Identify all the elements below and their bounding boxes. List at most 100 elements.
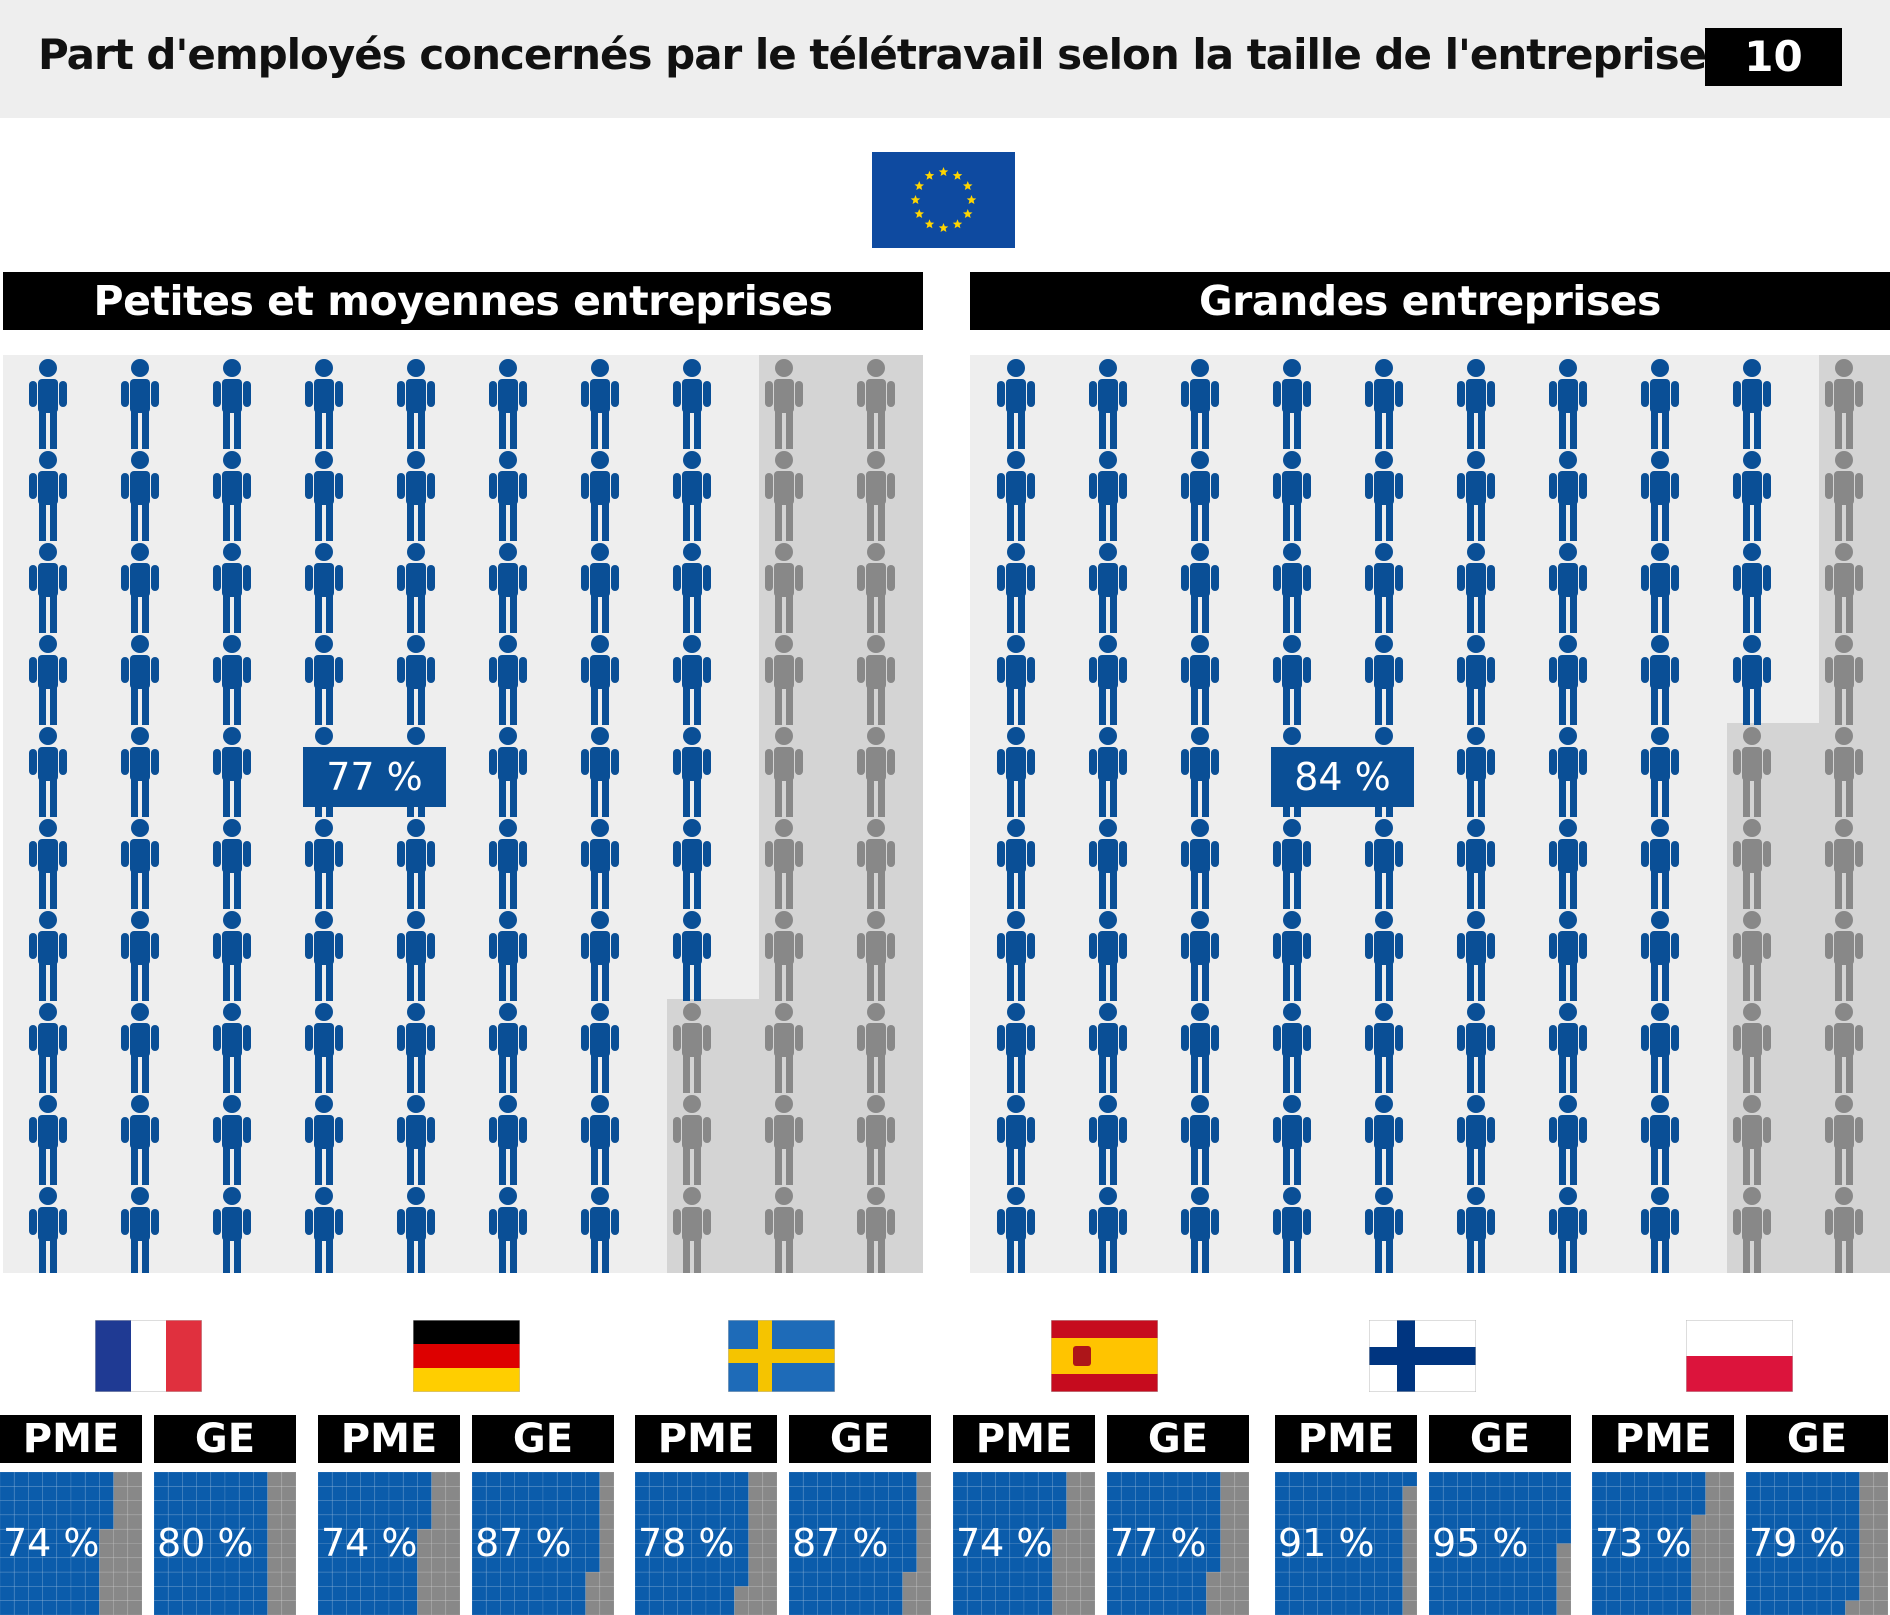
waffle-cell-blue xyxy=(1177,1600,1193,1615)
waffle-cell-blue xyxy=(888,1571,903,1587)
waffle-cell-blue xyxy=(542,1600,558,1615)
waffle-cell-blue xyxy=(953,1600,968,1615)
waffle-cell-gray xyxy=(1052,1557,1067,1573)
waffle-cell-blue xyxy=(734,1543,749,1559)
waffle-cell-blue xyxy=(789,1472,804,1487)
waffle-cell-blue xyxy=(734,1528,749,1544)
person-teleworker xyxy=(995,1001,1037,1095)
waffle-cell-blue xyxy=(224,1486,240,1501)
waffle-cell-blue xyxy=(1830,1571,1846,1587)
waffle-cell-blue xyxy=(388,1486,404,1501)
waffle-cell-blue xyxy=(1288,1586,1304,1602)
person-teleworker xyxy=(1731,357,1773,451)
waffle-cell-blue xyxy=(1317,1571,1333,1587)
waffle-cell-blue xyxy=(167,1586,183,1602)
person-non-teleworker xyxy=(1731,909,1773,1003)
person-teleworker xyxy=(1271,817,1313,911)
waffle-cell-blue xyxy=(1374,1500,1389,1516)
waffle-cell-blue xyxy=(1009,1486,1025,1501)
waffle-cell-gray xyxy=(1220,1500,1236,1516)
waffle-cell-blue xyxy=(360,1571,376,1587)
waffle-cell-gray xyxy=(762,1557,777,1573)
waffle-cell-blue xyxy=(1788,1472,1804,1487)
waffle-cell-blue xyxy=(663,1571,678,1587)
person-teleworker xyxy=(1455,449,1497,543)
waffle-cell-blue xyxy=(1009,1571,1025,1587)
person-teleworker xyxy=(1271,541,1313,635)
waffle-cell-gray xyxy=(431,1543,447,1559)
person-teleworker xyxy=(27,725,69,819)
waffle-cell-blue xyxy=(1037,1586,1053,1602)
waffle-cell-blue xyxy=(1442,1486,1458,1501)
waffle-cell-blue xyxy=(1788,1600,1804,1615)
sme-pictogram: 77 % xyxy=(3,355,923,1273)
waffle-cell-blue xyxy=(677,1500,693,1516)
waffle-cell-gray xyxy=(1080,1586,1095,1602)
waffle-cell-blue xyxy=(238,1586,254,1602)
waffle-cell-blue xyxy=(1149,1571,1165,1587)
waffle-cell-blue xyxy=(1023,1571,1039,1587)
waffle-cell-blue xyxy=(1605,1586,1621,1602)
person-teleworker xyxy=(303,817,345,911)
waffle-cell-blue xyxy=(1009,1600,1025,1615)
waffle-value-label: 87 % xyxy=(475,1521,572,1565)
waffle-cell-gray xyxy=(1705,1543,1721,1559)
waffle-cell-blue xyxy=(1163,1486,1179,1501)
waffle-cell-gray xyxy=(1066,1543,1082,1559)
waffle-cell-gray xyxy=(127,1528,142,1544)
waffle-cell-blue xyxy=(238,1500,254,1516)
waffle-cell-blue xyxy=(1374,1557,1389,1573)
waffle-cell-blue xyxy=(1802,1586,1818,1602)
waffle-cell-gray xyxy=(1691,1543,1706,1559)
person-teleworker xyxy=(27,1001,69,1095)
waffle-cell-blue xyxy=(417,1514,432,1530)
waffle-cell-blue xyxy=(1052,1472,1067,1487)
person-teleworker xyxy=(119,357,161,451)
waffle-cell-blue xyxy=(1471,1600,1487,1615)
waffle-cell-blue xyxy=(1662,1486,1678,1501)
waffle-cell-blue xyxy=(677,1586,693,1602)
waffle-cell-blue xyxy=(472,1600,487,1615)
waffle-cell-gray xyxy=(281,1514,296,1530)
waffle-cell-gray xyxy=(1873,1486,1888,1501)
person-teleworker xyxy=(487,1001,529,1095)
waffle-cell-blue xyxy=(966,1571,982,1587)
waffle-cell-blue xyxy=(1191,1571,1207,1587)
waffle-cell-gray xyxy=(1719,1586,1734,1602)
waffle-cell-gray xyxy=(599,1514,614,1530)
waffle-cell-blue xyxy=(1648,1600,1664,1615)
waffle-cell-blue xyxy=(1107,1571,1122,1587)
waffle-cell-blue xyxy=(42,1586,58,1602)
waffle-cell-blue xyxy=(888,1557,903,1573)
waffle-cell-blue xyxy=(154,1586,169,1602)
waffle-cell-gray xyxy=(1873,1472,1888,1487)
person-teleworker xyxy=(995,1093,1037,1187)
waffle-cell-gray xyxy=(1691,1514,1706,1530)
waffle-cell-blue xyxy=(154,1472,169,1487)
person-teleworker xyxy=(1639,541,1681,635)
person-teleworker xyxy=(395,909,437,1003)
person-teleworker xyxy=(1547,725,1589,819)
waffle-cell-blue xyxy=(1429,1472,1444,1487)
waffle-cell-blue xyxy=(402,1586,418,1602)
waffle-cell-blue xyxy=(663,1500,678,1516)
eu-stars xyxy=(910,167,977,233)
waffle-cell-blue xyxy=(1592,1586,1607,1602)
person-non-teleworker xyxy=(763,541,805,635)
waffle-cell-blue xyxy=(1662,1571,1678,1587)
waffle-cell-blue xyxy=(981,1600,996,1615)
waffle-cell-blue xyxy=(677,1486,693,1501)
waffle-cell-gray xyxy=(1859,1486,1875,1501)
waffle-chart: 87 % xyxy=(789,1472,931,1615)
waffle-cell-blue xyxy=(691,1586,707,1602)
waffle-cell-blue xyxy=(953,1472,968,1487)
waffle-value-label: 95 % xyxy=(1432,1521,1529,1565)
waffle-cell-blue xyxy=(902,1500,918,1516)
waffle-cell-gray xyxy=(1052,1528,1067,1544)
waffle-cell-gray xyxy=(1859,1543,1875,1559)
waffle-cell-gray xyxy=(431,1528,447,1544)
waffle-cell-blue xyxy=(888,1500,903,1516)
waffle-cell-gray xyxy=(1556,1586,1571,1602)
waffle-cell-blue xyxy=(210,1586,226,1602)
waffle-cell-blue xyxy=(1499,1472,1515,1487)
